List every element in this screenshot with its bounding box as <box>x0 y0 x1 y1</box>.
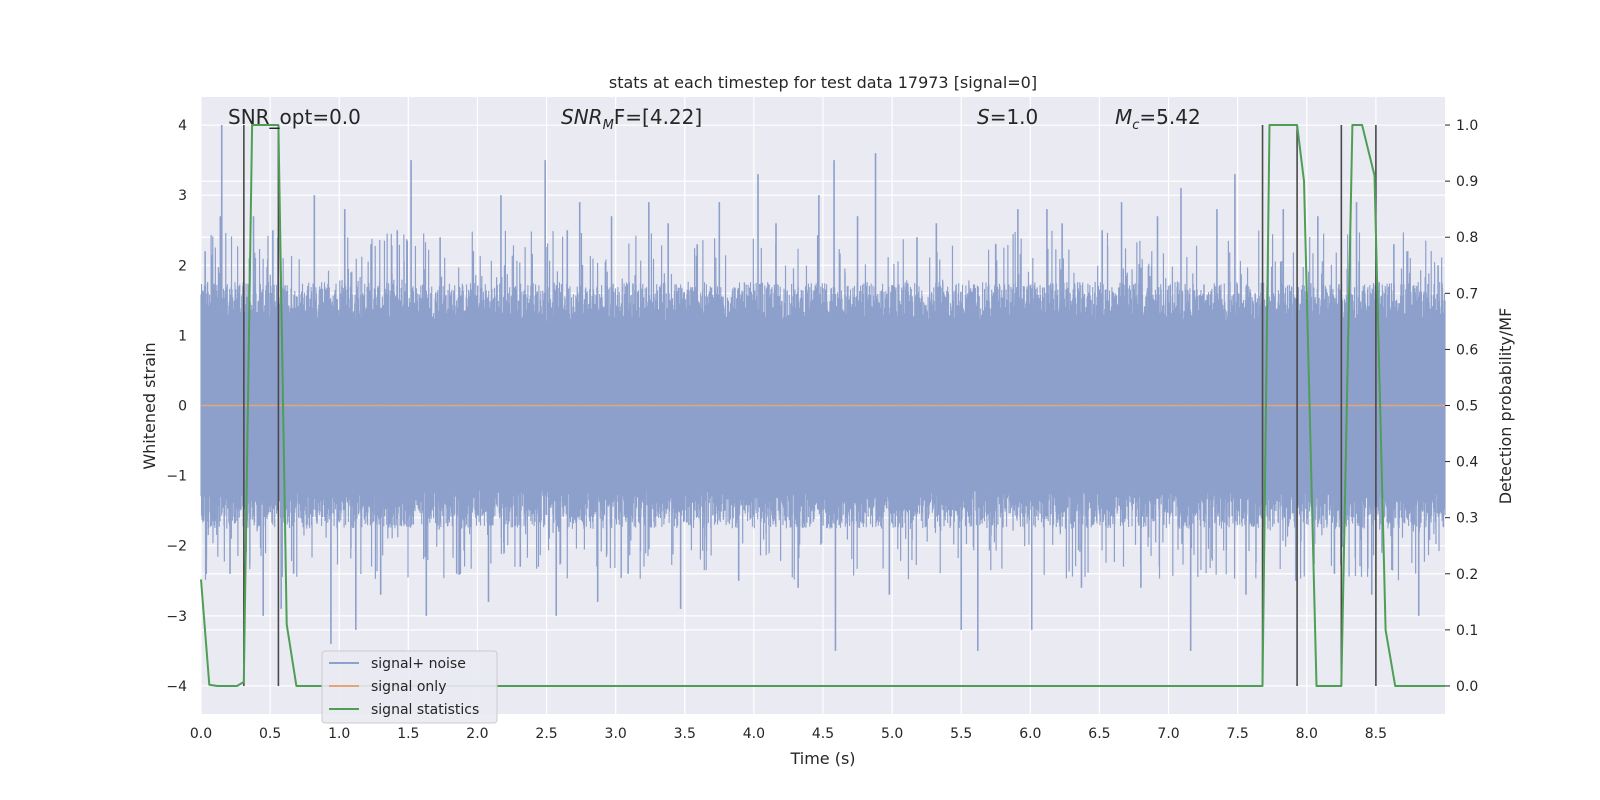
mc-value: =5.42 <box>1139 105 1200 129</box>
y2-axis-ticks: 0.0 0.1 0.2 0.3 0.4 0.5 0.6 0.7 0.8 0.9 1.0 <box>1445 118 1478 695</box>
x-axis-ticks: 0.0 0.5 1.0 1.5 2.0 2.5 3.0 3.5 4.0 4.5 5.0 5.5 6.0 6… <box>190 726 1387 742</box>
y-tick-label: −4 <box>166 679 187 695</box>
legend-label-signal-only: signal only <box>371 679 446 695</box>
x-tick-label: 7.5 <box>1227 726 1249 742</box>
x-tick-label: 6.0 <box>1019 726 1041 742</box>
s-symbol: S <box>977 105 990 129</box>
y2-tick-label: 0.9 <box>1456 174 1478 190</box>
y2-tick-label: 0.4 <box>1456 455 1478 471</box>
y-tick-label: 1 <box>178 328 187 344</box>
mc-symbol: M <box>1115 105 1132 129</box>
annotation-s: S=1.0 <box>977 105 1038 129</box>
x-tick-label: 4.0 <box>743 726 765 742</box>
legend-box <box>321 650 498 724</box>
y2-tick-label: 0.8 <box>1456 230 1478 246</box>
s-value: =1.0 <box>990 105 1039 129</box>
x-tick-label: 3.5 <box>674 726 696 742</box>
vertical-markers <box>243 125 1377 686</box>
x-tick-label: 1.0 <box>328 726 350 742</box>
y-tick-label: 2 <box>178 258 187 274</box>
x-tick-label: 2.0 <box>466 726 488 742</box>
annotation-mc: Mc=5.42 <box>1115 105 1201 133</box>
y-tick-label: −1 <box>166 469 187 485</box>
chart-title: stats at each timestep for test data 179… <box>609 73 1037 92</box>
annotation-snr-mf: SNRMF=[4.22] <box>561 105 702 133</box>
y2-tick-label: 0.0 <box>1456 679 1478 695</box>
y-tick-label: 3 <box>178 188 187 204</box>
legend: signal+ noise signal only signal statist… <box>321 650 498 724</box>
x-tick-label: 8.0 <box>1296 726 1318 742</box>
x-tick-label: 1.5 <box>397 726 419 742</box>
y2-tick-label: 1.0 <box>1456 118 1478 134</box>
y2-axis-title: Detection probability/MF <box>1496 308 1515 505</box>
y-tick-label: −2 <box>166 539 187 555</box>
x-tick-label: 7.0 <box>1157 726 1179 742</box>
signal-statistics-series <box>200 124 1445 687</box>
annotation-snr-opt: SNR_opt=0.0 <box>228 105 361 129</box>
y2-tick-label: 0.5 <box>1456 399 1478 415</box>
y-tick-label: −3 <box>166 609 187 625</box>
x-tick-label: 5.0 <box>881 726 903 742</box>
snr-mf-prefix: SNR <box>561 105 603 129</box>
x-tick-label: 8.5 <box>1365 726 1387 742</box>
x-tick-label: 3.0 <box>605 726 627 742</box>
y2-tick-label: 0.3 <box>1456 511 1478 527</box>
mc-sub: c <box>1132 118 1139 133</box>
y2-tick-label: 0.1 <box>1456 623 1478 639</box>
y2-tick-label: 0.6 <box>1456 342 1478 358</box>
y-axis-ticks: −4 −3 −2 −1 0 1 2 3 4 <box>166 118 187 695</box>
y-tick-label: 4 <box>178 118 187 134</box>
x-tick-label: 0.0 <box>190 726 212 742</box>
snr-mf-sub: M <box>603 118 614 133</box>
y-axis-title: Whitened strain <box>140 342 159 469</box>
x-tick-label: 2.5 <box>535 726 557 742</box>
legend-label-signal-noise: signal+ noise <box>371 656 466 672</box>
signal-noise-series <box>200 125 1446 651</box>
x-tick-label: 6.5 <box>1088 726 1110 742</box>
x-tick-label: 5.5 <box>950 726 972 742</box>
signal-statistics-line <box>200 124 1445 687</box>
y-tick-label: 0 <box>178 399 187 415</box>
x-tick-label: 4.5 <box>812 726 834 742</box>
x-tick-label: 0.5 <box>259 726 281 742</box>
x-axis-title: Time (s) <box>789 749 855 768</box>
legend-label-signal-statistics: signal statistics <box>371 702 479 718</box>
snr-mf-suffix: F=[4.22] <box>614 105 702 129</box>
y2-tick-label: 0.7 <box>1456 286 1478 302</box>
y2-tick-label: 0.2 <box>1456 567 1478 583</box>
